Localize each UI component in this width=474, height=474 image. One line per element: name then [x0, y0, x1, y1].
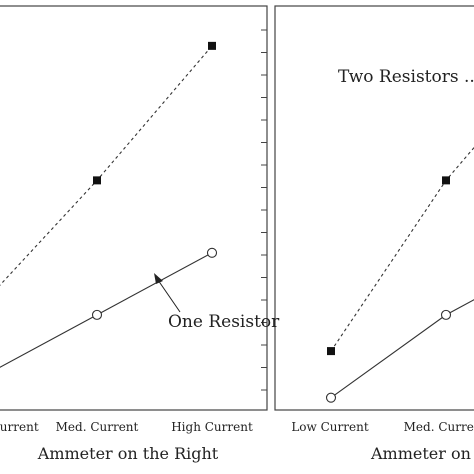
- right-series-1-marker-1: [440, 309, 452, 320]
- left-x-tick-label-med: Med. Current: [56, 420, 139, 434]
- left-x-tick-label-high: High Current: [171, 420, 253, 434]
- right-series-0-marker-0: [327, 347, 335, 356]
- left-series-layer: [0, 41, 218, 368]
- left-annotation-label: One Resistor: [168, 312, 280, 332]
- left-x-tick-label-low: Low Current: [0, 420, 39, 434]
- annotation-arrow-shaft: [157, 279, 181, 313]
- right-plot-frame: [274, 5, 474, 411]
- right-x-tick-label-med: Med. Current: [404, 420, 474, 434]
- left-plot-frame: [0, 5, 268, 411]
- left-series-0-marker-2: [208, 41, 216, 50]
- left-y-ticks: [261, 29, 267, 391]
- right-annotation-label: Two Resistors ...: [338, 67, 474, 87]
- right-series-layer: [325, 146, 474, 403]
- right-x-tick-label-low: Low Current: [291, 420, 368, 434]
- left-x-axis-label: Ammeter on the Right: [37, 444, 219, 463]
- left-series-1-marker-2: [206, 247, 218, 258]
- left-series-1-marker-1: [91, 309, 103, 320]
- annotation-arrowhead: [154, 273, 163, 284]
- left-series-0-marker-1: [93, 176, 101, 185]
- right-series-0-marker-1: [442, 176, 450, 185]
- right-series-1-marker-0: [325, 392, 337, 403]
- right-series-1-line: [330, 299, 474, 399]
- right-series-0-line: [330, 146, 474, 352]
- left-series-0-line: [0, 45, 213, 286]
- right-x-axis-label: Ammeter on the Right: [370, 444, 474, 463]
